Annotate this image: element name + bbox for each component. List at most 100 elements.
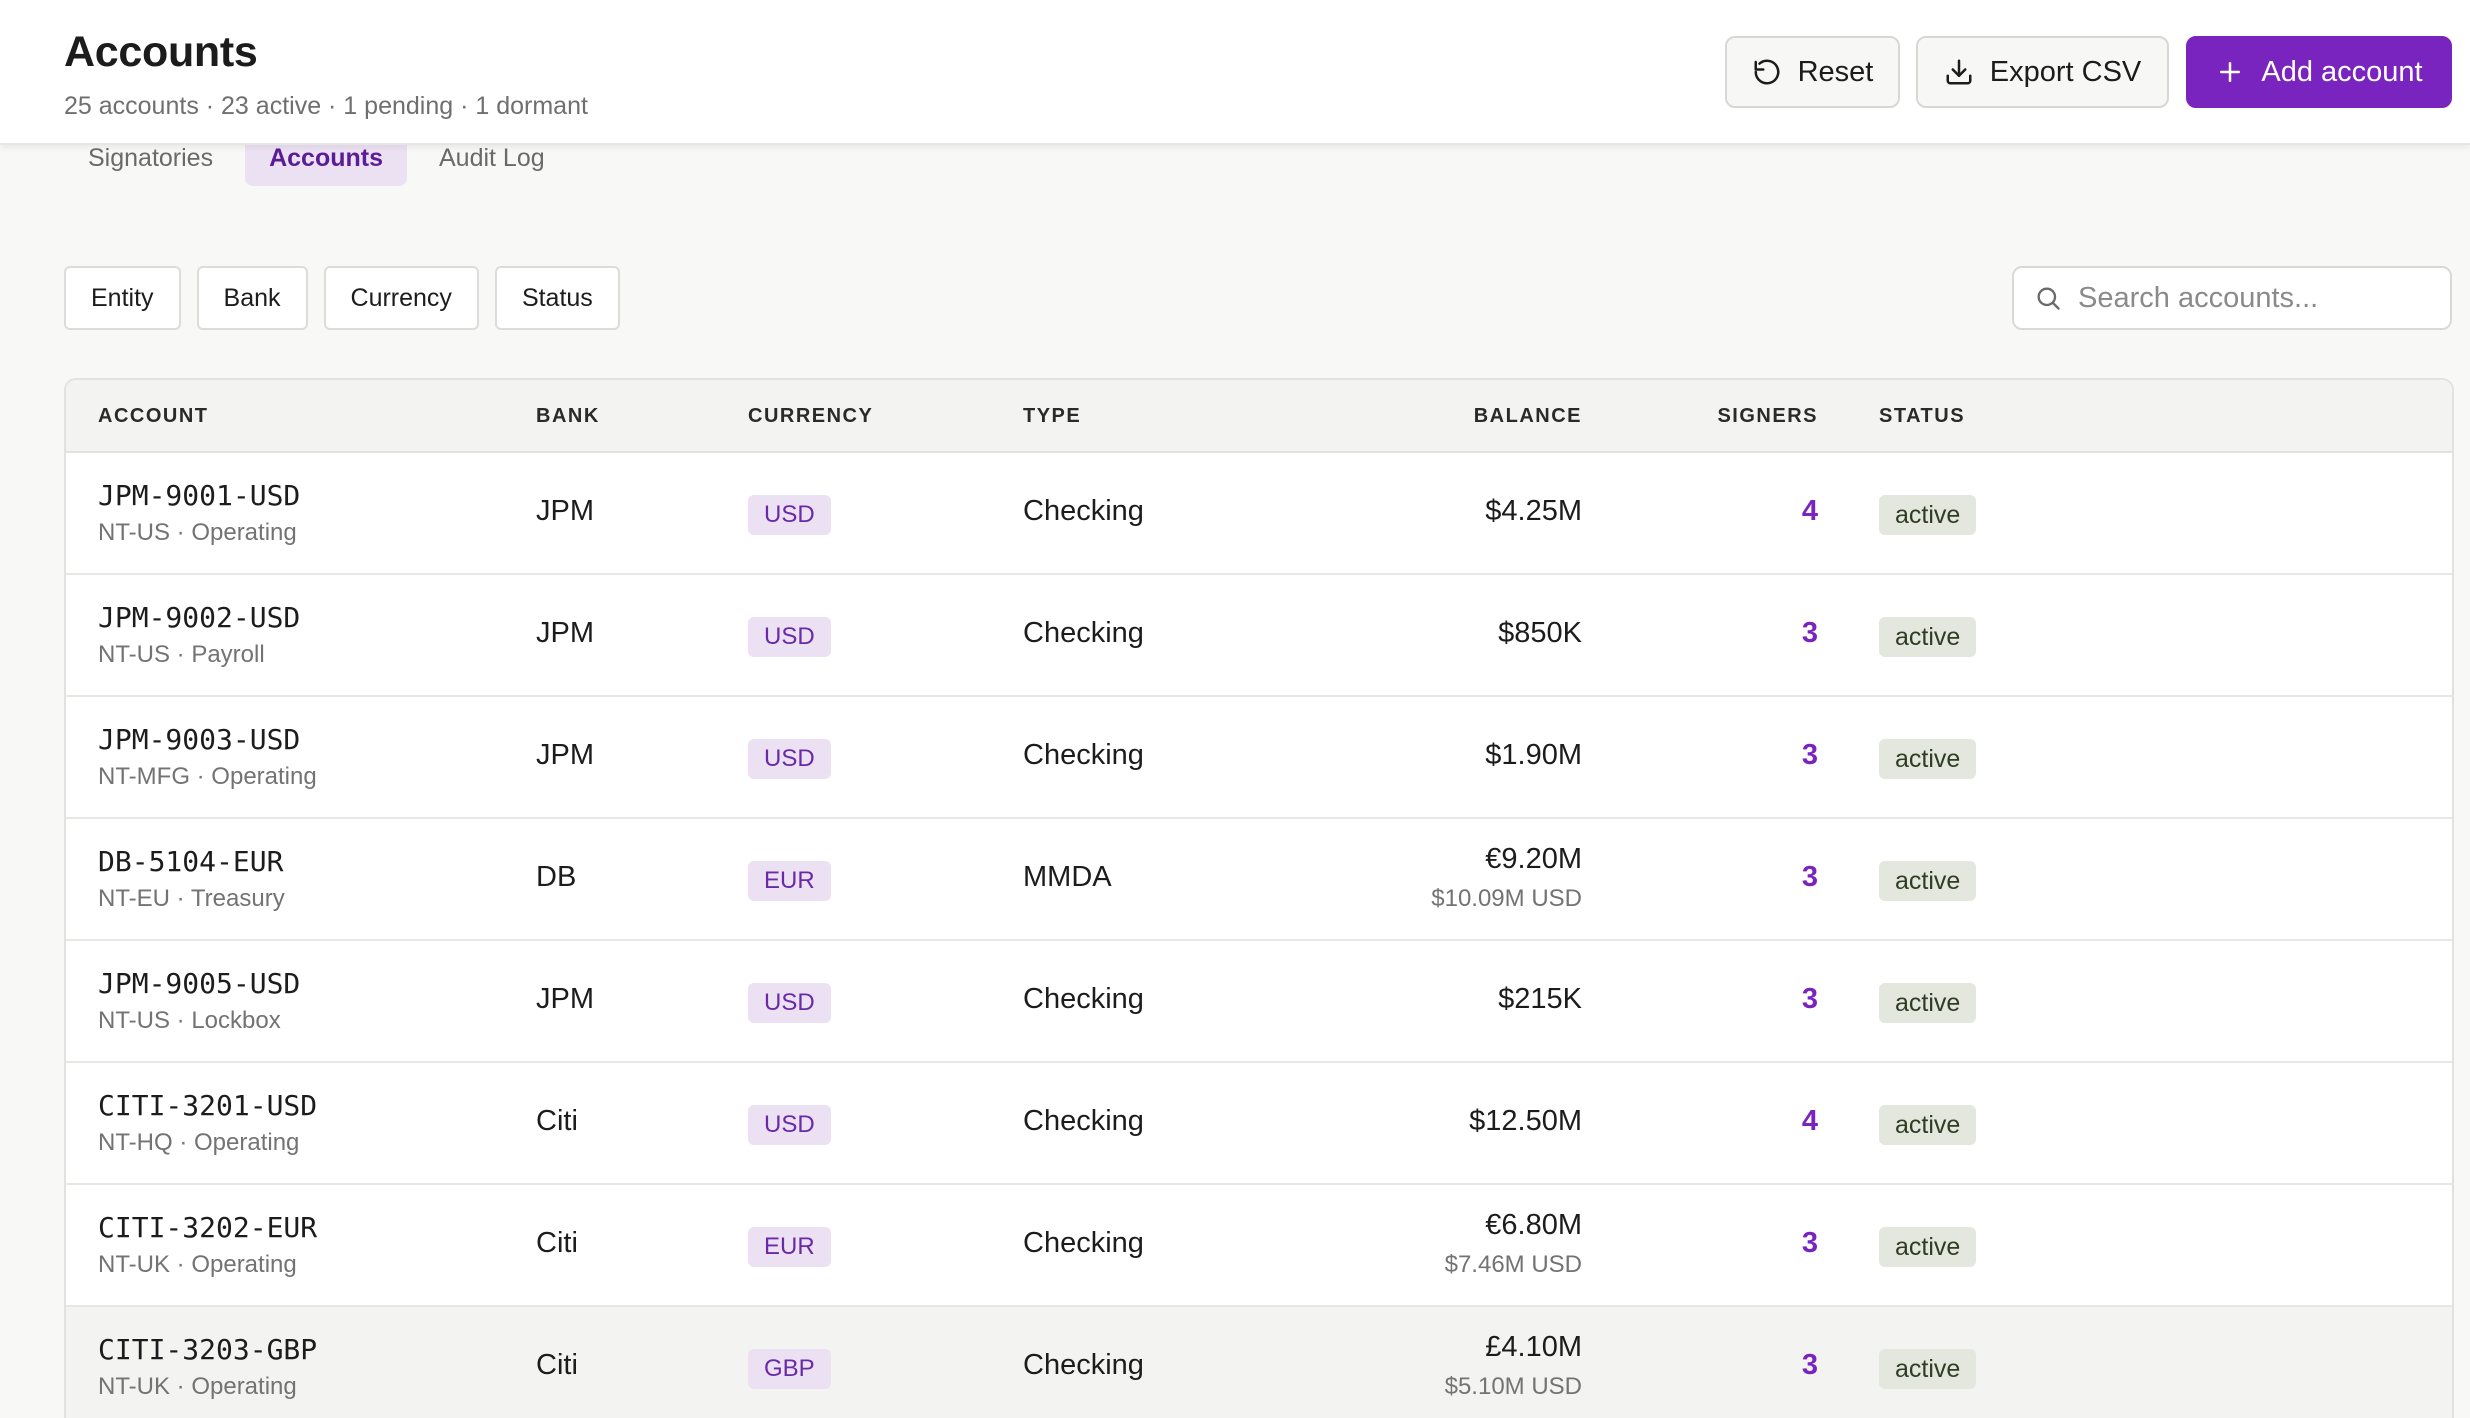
accounts-table: ACCOUNT BANK CURRENCY TYPE BALANCE SIGNE… bbox=[64, 378, 2454, 1418]
bank-cell: JPM bbox=[536, 983, 594, 1015]
column-header-bank[interactable]: BANK bbox=[536, 405, 600, 427]
currency-badge: EUR bbox=[748, 861, 831, 901]
add-account-label: Add account bbox=[2261, 55, 2423, 88]
type-cell: Checking bbox=[1023, 1349, 1144, 1381]
currency-badge: GBP bbox=[748, 1349, 831, 1389]
table-row[interactable]: JPM-9001-USD NT-US · Operating JPM USD C… bbox=[66, 453, 2452, 575]
type-cell: MMDA bbox=[1023, 861, 1112, 893]
currency-badge: EUR bbox=[748, 1227, 831, 1267]
status-badge: active bbox=[1879, 617, 1977, 657]
bank-cell: JPM bbox=[536, 617, 594, 649]
status-badge: active bbox=[1879, 1105, 1977, 1145]
table-row[interactable]: CITI-3203-GBP NT-UK · Operating Citi GBP… bbox=[66, 1307, 2452, 1418]
table-row[interactable]: CITI-3202-EUR NT-UK · Operating Citi EUR… bbox=[66, 1185, 2452, 1307]
account-entity: NT-US · Lockbox bbox=[98, 1007, 281, 1034]
currency-badge: USD bbox=[748, 739, 831, 779]
account-id: CITI-3203-GBP bbox=[98, 1333, 318, 1366]
balance-cell: $4.25M bbox=[1485, 495, 1582, 527]
account-entity: NT-US · Operating bbox=[98, 519, 297, 546]
type-cell: Checking bbox=[1023, 1227, 1144, 1259]
search-icon bbox=[2037, 287, 2060, 310]
signers-count[interactable]: 4 bbox=[1801, 1105, 1818, 1137]
status-badge: active bbox=[1879, 861, 1977, 901]
table-row[interactable]: DB-5104-EUR NT-EU · Treasury DB EUR MMDA… bbox=[66, 819, 2452, 941]
page-subtitle: 25 accounts · 23 active · 1 pending · 1 … bbox=[64, 92, 588, 120]
account-id: JPM-9005-USD bbox=[98, 967, 301, 1000]
account-entity: NT-UK · Operating bbox=[98, 1373, 297, 1400]
table-header: ACCOUNT BANK CURRENCY TYPE BALANCE SIGNE… bbox=[66, 380, 2452, 453]
currency-badge: USD bbox=[748, 617, 831, 657]
account-entity: NT-US · Payroll bbox=[98, 641, 265, 668]
balance-cell: $1.90M bbox=[1485, 739, 1582, 771]
column-header-type[interactable]: TYPE bbox=[1023, 405, 1082, 427]
status-badge: active bbox=[1879, 983, 1977, 1023]
account-entity: NT-MFG · Operating bbox=[98, 763, 317, 790]
bank-cell: JPM bbox=[536, 495, 594, 527]
signers-count[interactable]: 3 bbox=[1801, 617, 1818, 649]
signers-count[interactable]: 4 bbox=[1801, 495, 1818, 527]
currency-badge: USD bbox=[748, 1105, 831, 1145]
account-id: DB-5104-EUR bbox=[98, 845, 284, 878]
search-input[interactable] bbox=[2078, 281, 2438, 315]
signers-count[interactable]: 3 bbox=[1801, 983, 1818, 1015]
table-row[interactable]: JPM-9003-USD NT-MFG · Operating JPM USD … bbox=[66, 697, 2452, 819]
type-cell: Checking bbox=[1023, 617, 1144, 649]
type-cell: Checking bbox=[1023, 983, 1144, 1015]
table-row[interactable]: JPM-9005-USD NT-US · Lockbox JPM USD Che… bbox=[66, 941, 2452, 1063]
filter-status-button[interactable]: Status bbox=[494, 266, 620, 330]
plus-icon bbox=[2220, 62, 2241, 82]
column-header-status[interactable]: STATUS bbox=[1879, 405, 1966, 427]
status-badge: active bbox=[1879, 1349, 1977, 1389]
filter-entity-button[interactable]: Entity bbox=[64, 266, 181, 330]
balance-usd: $7.46M USD bbox=[1444, 1251, 1582, 1278]
status-badge: active bbox=[1879, 1227, 1977, 1267]
filter-currency-button[interactable]: Currency bbox=[323, 266, 479, 330]
column-header-currency[interactable]: CURRENCY bbox=[748, 405, 874, 427]
balance-cell: €9.20M bbox=[1485, 843, 1582, 875]
account-entity: NT-EU · Treasury bbox=[98, 885, 285, 912]
account-id: JPM-9001-USD bbox=[98, 479, 301, 512]
reset-button[interactable]: Reset bbox=[1725, 36, 1900, 108]
bank-cell: Citi bbox=[536, 1227, 578, 1259]
bank-cell: DB bbox=[536, 861, 577, 893]
rotate-ccw-icon bbox=[1754, 59, 1780, 85]
table-row[interactable]: JPM-9002-USD NT-US · Payroll JPM USD Che… bbox=[66, 575, 2452, 697]
column-header-balance[interactable]: BALANCE bbox=[1473, 405, 1582, 427]
account-id: JPM-9003-USD bbox=[98, 723, 301, 756]
column-header-signers[interactable]: SIGNERS bbox=[1717, 405, 1818, 427]
bank-cell: Citi bbox=[536, 1349, 578, 1381]
type-cell: Checking bbox=[1023, 495, 1144, 527]
export-csv-button[interactable]: Export CSV bbox=[1916, 36, 2169, 108]
download-icon bbox=[1946, 59, 1972, 85]
tab-audit-log[interactable]: Audit Log bbox=[438, 143, 545, 172]
reset-label: Reset bbox=[1797, 55, 1874, 88]
balance-cell: $850K bbox=[1498, 617, 1582, 649]
page-title: Accounts bbox=[64, 28, 258, 76]
bank-cell: JPM bbox=[536, 739, 594, 771]
column-header-account[interactable]: ACCOUNT bbox=[98, 405, 209, 427]
account-entity: NT-HQ · Operating bbox=[98, 1129, 300, 1156]
account-id: CITI-3202-EUR bbox=[98, 1211, 318, 1244]
signers-count[interactable]: 3 bbox=[1801, 1227, 1818, 1259]
balance-usd: $5.10M USD bbox=[1444, 1373, 1582, 1400]
signers-count[interactable]: 3 bbox=[1801, 1349, 1818, 1381]
filter-bar: Entity Bank Currency Status bbox=[64, 266, 620, 330]
account-id: JPM-9002-USD bbox=[98, 601, 301, 634]
balance-usd: $10.09M USD bbox=[1431, 885, 1582, 912]
balance-cell: $215K bbox=[1498, 983, 1582, 1015]
currency-badge: USD bbox=[748, 983, 831, 1023]
tab-signatories[interactable]: Signatories bbox=[88, 143, 214, 172]
balance-cell: $12.50M bbox=[1469, 1105, 1582, 1137]
add-account-button[interactable]: Add account bbox=[2186, 36, 2452, 108]
status-badge: active bbox=[1879, 739, 1977, 779]
table-row[interactable]: CITI-3201-USD NT-HQ · Operating Citi USD… bbox=[66, 1063, 2452, 1185]
filter-bank-button[interactable]: Bank bbox=[196, 266, 308, 330]
signers-count[interactable]: 3 bbox=[1801, 739, 1818, 771]
signers-count[interactable]: 3 bbox=[1801, 861, 1818, 893]
bank-cell: Citi bbox=[536, 1105, 578, 1137]
page-header: Accounts 25 accounts · 23 active · 1 pen… bbox=[0, 0, 2470, 145]
search-box bbox=[2012, 266, 2452, 330]
account-id: CITI-3201-USD bbox=[98, 1089, 318, 1122]
type-cell: Checking bbox=[1023, 739, 1144, 771]
type-cell: Checking bbox=[1023, 1105, 1144, 1137]
